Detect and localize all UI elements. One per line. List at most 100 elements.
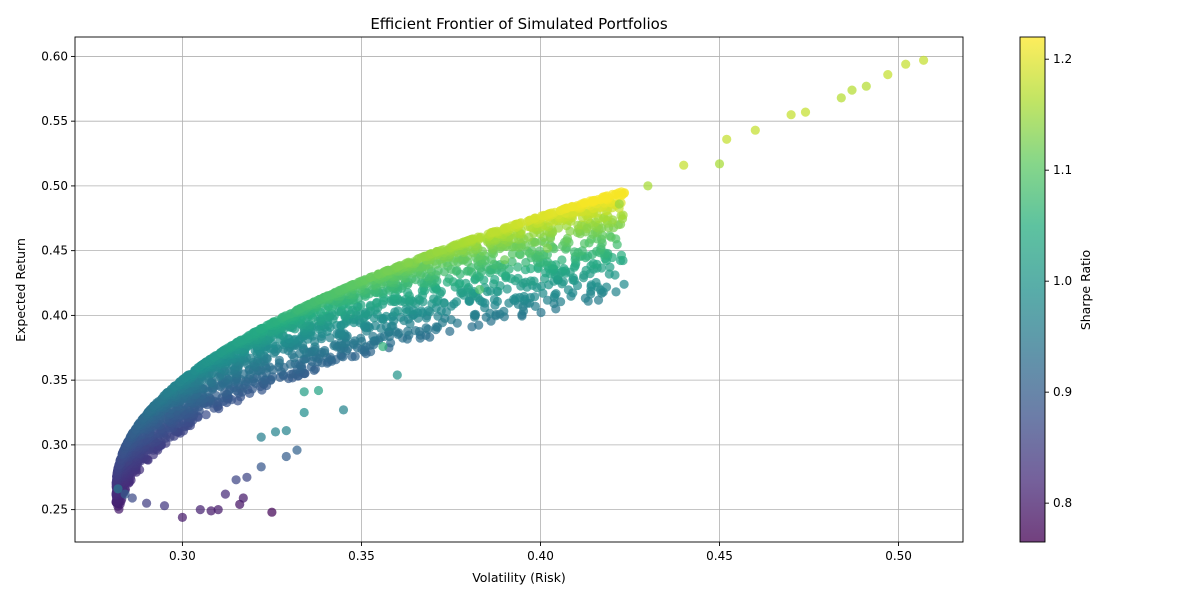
scatter-point <box>582 224 592 234</box>
points-layer <box>111 55 929 523</box>
scatter-point <box>270 427 281 437</box>
scatter-point <box>338 405 349 415</box>
scatter-point <box>616 250 627 260</box>
scatter-point <box>611 287 621 297</box>
scatter-point <box>507 249 517 259</box>
scatter-point <box>238 493 248 503</box>
scatter-point <box>347 352 357 362</box>
y-axis-label: Expected Return <box>13 238 28 342</box>
scatter-point <box>281 451 291 462</box>
plot-frame <box>74 36 964 543</box>
scatter-point <box>511 293 521 303</box>
scatter-point <box>274 355 284 365</box>
scatter-point <box>195 505 205 515</box>
scatter-point <box>836 93 846 103</box>
x-tick-label: 0.35 <box>348 549 375 563</box>
scatter-point <box>901 59 911 69</box>
scatter-point <box>679 160 689 170</box>
scatter-point <box>569 247 580 257</box>
scatter-point <box>499 306 509 316</box>
y-tick-label: 0.60 <box>41 49 68 63</box>
x-tick-label: 0.50 <box>885 549 912 563</box>
scatter-point <box>614 199 624 209</box>
scatter-point <box>113 484 123 494</box>
scatter-point <box>313 385 324 396</box>
scatter-point <box>370 321 380 331</box>
scatter-point <box>403 257 414 267</box>
scatter-point <box>451 297 462 307</box>
scatter-point <box>588 258 598 269</box>
scatter-point <box>444 274 454 284</box>
scatter-point <box>573 220 583 230</box>
scatter-point <box>883 70 893 80</box>
scatter-point <box>526 264 536 274</box>
scatter-point <box>474 320 484 330</box>
scatter-point <box>605 231 615 241</box>
scatter-point <box>600 194 610 204</box>
scatter-point <box>538 288 548 298</box>
scatter-point <box>473 232 483 242</box>
scatter-point <box>299 407 309 418</box>
scatter-point <box>519 291 529 302</box>
scatter-point <box>242 472 252 482</box>
scatter-point <box>423 306 433 316</box>
scatter-point <box>591 277 601 288</box>
scatter-point <box>410 326 421 336</box>
scatter-point <box>507 257 517 267</box>
scatter-point <box>604 269 614 279</box>
y-axis: 0.25 0.30 0.35 0.40 0.45 0.50 0.55 0.60 <box>41 49 75 517</box>
scatter-point <box>445 326 455 336</box>
scatter-point <box>475 284 485 295</box>
scatter-point <box>256 432 266 442</box>
y-tick-label: 0.25 <box>41 503 68 517</box>
scatter-point <box>613 191 624 201</box>
colorbar-ticks: 0.8 0.9 1.0 1.1 1.2 <box>1045 52 1072 510</box>
scatter-point <box>536 307 546 318</box>
colorbar-tick-label: 1.1 <box>1053 163 1072 177</box>
y-tick-label: 0.50 <box>41 179 68 193</box>
scatter-point <box>392 370 402 380</box>
scatter-point <box>393 306 403 316</box>
y-tick-label: 0.45 <box>41 244 68 258</box>
scatter-point <box>120 489 130 499</box>
scatter-point <box>567 201 577 212</box>
y-tick-label: 0.40 <box>41 308 68 322</box>
scatter-point <box>530 292 540 302</box>
scatter-point <box>502 284 512 294</box>
scatter-point <box>526 276 536 286</box>
scatter-point <box>919 55 929 65</box>
colorbar-tick-label: 0.9 <box>1053 385 1072 399</box>
scatter-point <box>577 246 587 256</box>
scatter-point <box>378 341 388 352</box>
x-axis-label: Volatility (Risk) <box>472 570 566 585</box>
colorbar: 0.8 0.9 1.0 1.1 1.2 Sharpe Ratio <box>1019 36 1093 543</box>
scatter-point <box>381 311 391 321</box>
x-tick-label: 0.30 <box>169 549 196 563</box>
scatter-point <box>470 309 480 319</box>
colorbar-tick-label: 0.8 <box>1053 496 1072 510</box>
colorbar-frame <box>1019 36 1046 543</box>
scatter-point <box>382 265 393 275</box>
scatter-point <box>281 426 291 436</box>
scatter-point <box>714 159 725 169</box>
scatter-point <box>536 281 547 291</box>
scatter-point <box>489 294 499 305</box>
scatter-point <box>750 125 760 135</box>
scatter-point <box>177 512 187 523</box>
scatter-point <box>356 333 366 343</box>
x-tick-label: 0.40 <box>527 549 554 563</box>
scatter-point <box>786 110 796 120</box>
scatter-point <box>557 255 567 265</box>
scatter-point <box>553 223 564 233</box>
scatter-point <box>516 218 526 228</box>
scatter-point <box>213 505 223 515</box>
scatter-point <box>292 445 302 455</box>
scatter-point <box>618 210 628 220</box>
x-tick-label: 0.45 <box>706 549 733 563</box>
scatter-point <box>643 181 653 191</box>
scatter-point <box>159 501 170 511</box>
scatter-point <box>513 273 523 283</box>
scatter-point <box>206 506 216 516</box>
